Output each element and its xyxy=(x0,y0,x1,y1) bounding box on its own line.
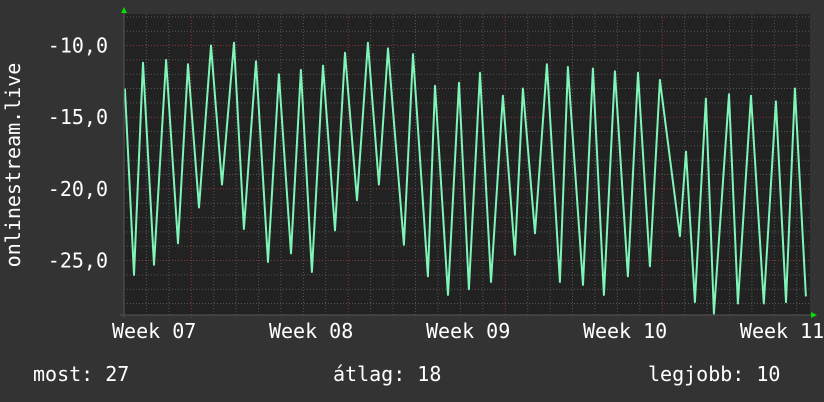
legend-best: legjobb: 10 xyxy=(648,362,781,386)
x-tick-label: Week 08 xyxy=(269,319,353,343)
y-tick-label: -15,0 xyxy=(48,105,108,129)
x-tick-label: Week 10 xyxy=(583,319,667,343)
x-axis-arrow-icon xyxy=(811,312,817,318)
y-axis-label: onlinestream.live xyxy=(1,63,25,268)
y-tick-labels: -10,0 -15,0 -20,0 -25,0 xyxy=(48,34,108,273)
legend-average: átlag: 18 xyxy=(333,362,442,386)
x-tick-label: Week 09 xyxy=(426,319,510,343)
series-line xyxy=(123,41,807,315)
legend-current: most: 27 xyxy=(33,362,130,386)
x-tick-label: Week 07 xyxy=(112,319,196,343)
y-tick-label: -10,0 xyxy=(48,34,108,58)
x-tick-labels: Week 07 Week 08 Week 09 Week 10 Week 11 xyxy=(112,319,824,343)
y-tick-label: -25,0 xyxy=(48,249,108,273)
y-tick-label: -20,0 xyxy=(48,177,108,201)
x-tick-label: Week 11 xyxy=(740,319,824,343)
y-axis-arrow-icon xyxy=(121,7,127,13)
